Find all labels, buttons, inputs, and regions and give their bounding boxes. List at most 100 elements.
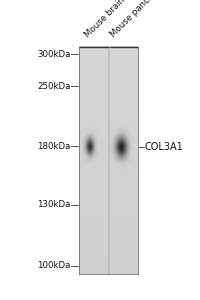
Bar [79,53,137,56]
Bar [79,269,137,271]
Bar [79,169,137,171]
Bar [79,173,137,176]
Bar [79,51,137,53]
Bar [79,187,137,190]
Bar [79,103,137,106]
Bar [79,235,137,237]
Bar [79,128,137,130]
Bar [79,260,137,262]
Bar [79,264,137,267]
Bar [79,58,137,60]
Text: 250kDa: 250kDa [37,82,70,91]
Bar [79,110,137,112]
Bar [79,144,137,146]
Bar [79,160,137,162]
Bar [79,98,137,101]
Bar [79,117,137,119]
Bar [79,80,137,83]
Text: 180kDa: 180kDa [37,142,70,151]
Text: COL3A1: COL3A1 [144,142,183,152]
Bar [79,214,137,217]
Bar [79,89,137,92]
Bar [79,180,137,183]
Bar [79,112,137,115]
Bar [79,94,137,97]
Bar [79,219,137,221]
Bar [79,185,137,187]
Bar [79,230,137,233]
Bar [79,244,137,246]
Bar [79,60,137,62]
Bar [79,250,137,253]
Bar [79,55,137,58]
Bar [79,67,137,69]
Bar [79,196,137,199]
Bar [79,92,137,94]
Bar [79,221,137,224]
Bar [79,198,137,201]
Bar [79,266,137,269]
Bar [79,130,137,133]
Bar [79,123,137,126]
Bar [79,182,137,185]
Bar [79,119,137,122]
Text: 300kDa: 300kDa [37,50,70,58]
Bar [79,194,137,196]
Bar [79,151,137,153]
Text: 100kDa: 100kDa [37,261,70,270]
Bar [79,171,137,174]
Bar [79,158,137,160]
Bar [79,155,137,158]
Bar [79,148,137,151]
Bar [79,203,137,206]
Bar [79,74,137,76]
Bar [79,64,137,67]
Bar [79,257,137,260]
Bar [79,96,137,99]
Bar [79,105,137,108]
Bar [79,107,137,110]
Bar [79,271,137,274]
Bar [79,135,137,137]
Bar [79,228,137,230]
Bar [79,85,137,87]
Bar [79,262,137,265]
Bar [79,176,137,178]
Bar [79,133,137,135]
Bar [79,82,137,85]
Bar [79,167,137,169]
Bar [79,139,137,142]
Bar [79,253,137,255]
Bar [79,78,137,81]
Bar [79,226,137,228]
Bar [79,207,137,210]
Bar [79,212,137,214]
Bar [79,248,137,251]
Bar [79,223,137,226]
Bar [79,137,137,140]
Bar [79,114,137,117]
Bar [79,46,137,49]
Bar [79,76,137,78]
Bar [79,71,137,74]
Bar [79,178,137,181]
Bar [79,69,137,71]
Bar [79,210,137,212]
Bar [79,153,137,155]
Bar [79,121,137,124]
Bar [79,242,137,244]
Bar [79,237,137,239]
Bar [79,232,137,235]
Bar [79,191,137,194]
Bar [79,164,137,167]
Bar [79,146,137,149]
Bar [79,126,137,128]
Bar [79,239,137,242]
Text: Mouse brain: Mouse brain [83,0,126,39]
Bar [79,255,137,258]
Bar [79,217,137,219]
Bar [79,142,137,144]
Bar [79,87,137,90]
Bar [79,201,137,203]
Bar [79,246,137,249]
